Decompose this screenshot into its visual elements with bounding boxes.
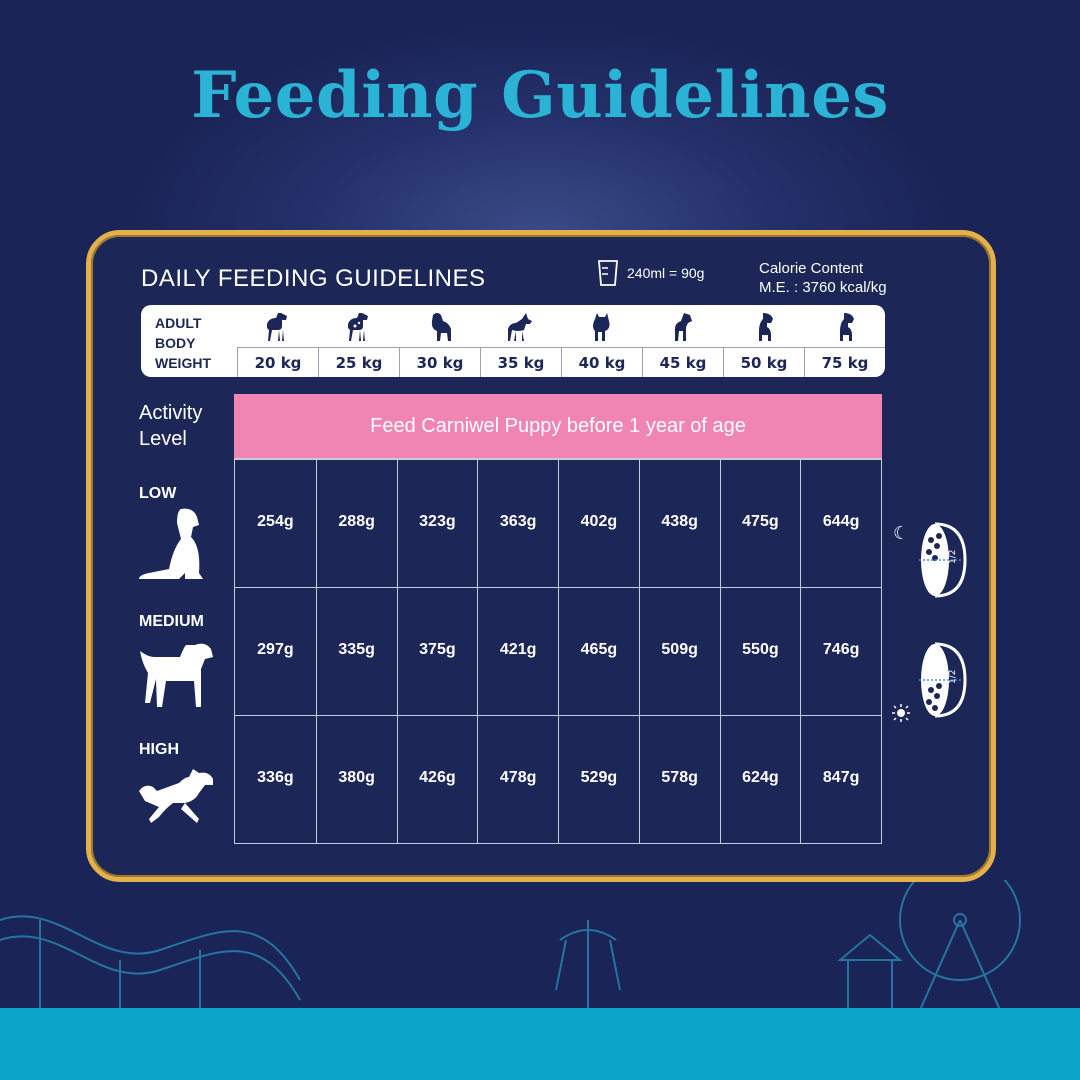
feeding-cell: 375g	[396, 587, 478, 715]
feeding-row-high: 336g 380g 426g 478g 529g 578g 624g 847g	[235, 715, 881, 843]
feeding-cell: 426g	[396, 715, 478, 843]
dog-silhouette-icon	[675, 313, 692, 341]
feeding-grid: 254g 288g 323g 363g 402g 438g 475g 644g …	[234, 458, 882, 844]
card-heading: DAILY FEEDING GUIDELINES	[141, 265, 486, 292]
weight-label-line: BODY	[155, 335, 196, 351]
weight-column: 75 kg	[804, 305, 885, 377]
feeding-cell: 438g	[638, 459, 720, 587]
weight-column: 20 kg	[237, 305, 318, 377]
moon-icon: ☾	[893, 523, 910, 544]
feeding-row-low: 254g 288g 323g 363g 402g 438g 475g 644g	[235, 459, 881, 587]
weight-column: 35 kg	[480, 305, 561, 377]
carnival-decoration	[0, 880, 1021, 1010]
walking-dog-icon	[140, 643, 213, 707]
weight-value: 20 kg	[237, 347, 318, 377]
page-title: Feeding Guidelines	[191, 58, 889, 133]
feeding-cell: 578g	[638, 715, 720, 843]
activity-label-line: Activity	[139, 402, 203, 424]
feeding-cell: 550g	[719, 587, 801, 715]
weight-label-line: ADULT	[155, 315, 202, 331]
activity-low-label: LOW	[139, 485, 177, 502]
activity-label-line: Level	[139, 428, 187, 450]
feeding-cell: 323g	[396, 459, 478, 587]
feeding-cell: 335g	[315, 587, 397, 715]
weight-value: 35 kg	[480, 347, 561, 377]
feeding-row-medium: 297g 335g 375g 421g 465g 509g 550g 746g	[235, 587, 881, 715]
calorie-value: M.E. : 3760 kcal/kg	[759, 279, 887, 296]
feeding-cell: 529g	[558, 715, 639, 843]
weight-column: 40 kg	[561, 305, 642, 377]
weight-value: 50 kg	[723, 347, 804, 377]
calorie-title: Calorie Content	[759, 260, 864, 277]
food-bowl-icon: 1/2	[919, 522, 967, 598]
weight-row: ADULT BODY WEIGHT 20 kg 25 kg 30 kg 35 k…	[141, 305, 885, 377]
feeding-cell: 380g	[315, 715, 397, 843]
feeding-cell: 847g	[800, 715, 881, 843]
bowl-fraction: 1/2	[948, 550, 958, 564]
bottom-strip	[0, 1008, 1080, 1080]
dog-silhouette-icon	[348, 313, 368, 341]
weight-column: 50 kg	[723, 305, 804, 377]
running-dog-icon	[139, 769, 213, 823]
feeding-cell: 363g	[477, 459, 558, 587]
activity-medium-label: MEDIUM	[139, 613, 204, 630]
dog-silhouette-icon	[267, 313, 287, 341]
feeding-cell: 624g	[719, 715, 801, 843]
weight-label: ADULT BODY WEIGHT	[155, 313, 235, 373]
weight-value: 25 kg	[318, 347, 399, 377]
dog-silhouette-icon	[508, 313, 532, 341]
activity-high-label: HIGH	[139, 741, 179, 758]
weight-value: 40 kg	[561, 347, 642, 377]
sitting-dog-icon	[139, 508, 203, 579]
feeding-cell: 465g	[558, 587, 639, 715]
feeding-cell: 475g	[719, 459, 801, 587]
weight-value: 30 kg	[399, 347, 480, 377]
weight-value: 45 kg	[642, 347, 723, 377]
feeding-cell: 297g	[235, 587, 316, 715]
measuring-cup-icon	[598, 260, 618, 286]
sun-icon	[892, 704, 910, 722]
feeding-cell: 478g	[477, 715, 558, 843]
age-banner: Feed Carniwel Puppy before 1 year of age	[234, 394, 882, 458]
weight-column: 25 kg	[318, 305, 399, 377]
feeding-cell: 254g	[235, 459, 316, 587]
weight-value: 75 kg	[804, 347, 885, 377]
weight-label-line: WEIGHT	[155, 355, 211, 371]
feeding-cell: 509g	[638, 587, 720, 715]
activity-level-label: Activity Level	[139, 400, 202, 452]
dog-silhouette-icon	[593, 313, 610, 341]
feeding-cell: 336g	[235, 715, 316, 843]
food-bowl-icon: 1/2	[919, 642, 967, 718]
feeding-cell: 288g	[315, 459, 397, 587]
feeding-cell: 746g	[800, 587, 881, 715]
dog-silhouette-icon	[759, 313, 773, 341]
feeding-cell: 421g	[477, 587, 558, 715]
weight-column: 45 kg	[642, 305, 723, 377]
dog-silhouette-icon	[840, 313, 854, 341]
measure-info: 240ml = 90g	[597, 259, 704, 287]
weight-column: 30 kg	[399, 305, 480, 377]
dog-silhouette-icon	[431, 313, 451, 341]
bowl-fraction: 1/2	[948, 670, 958, 684]
measure-text: 240ml = 90g	[627, 265, 705, 281]
feeding-cell: 402g	[558, 459, 639, 587]
feeding-card: DAILY FEEDING GUIDELINES 240ml = 90g Cal…	[86, 230, 996, 882]
feeding-cell: 644g	[800, 459, 881, 587]
calorie-info: Calorie Content M.E. : 3760 kcal/kg	[759, 259, 887, 297]
